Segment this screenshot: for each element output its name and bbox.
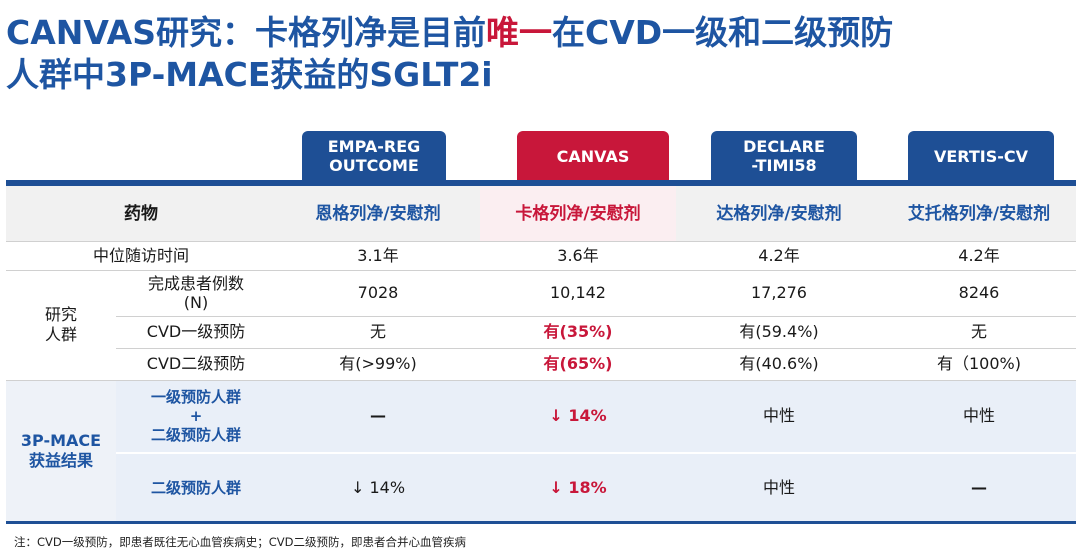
both-empa: — [370,406,386,425]
drug-empa: 恩格列净/安慰剂 [315,203,441,224]
group-label-mace: 3P-MACE 获益结果 [20,430,102,470]
followup-vertis: 4.2年 [958,245,1000,265]
secondary-empa: 有(>99%) [339,354,417,373]
group-label-population: 研究 人群 [44,305,77,344]
row-label-secondary: CVD二级预防 [146,354,246,373]
secondary-vertis: 有（100%) [937,354,1021,373]
trial-tab-empa-reg: EMPA-REG OUTCOME [302,131,446,181]
followup-empa: 3.1年 [357,245,399,265]
secondary-only-canvas: ↓ 18% [549,477,607,497]
n-declare: 17,276 [751,283,807,302]
title-line-2: 人群中3P-MACE获益的SGLT2i [6,55,493,94]
primary-vertis: 无 [970,322,987,341]
secondary-only-empa: ↓ 14% [350,477,406,497]
row-label-primary: CVD一级预防 [146,322,246,341]
secondary-only-vertis: — [971,477,987,497]
secondary-only-declare: 中性 [762,477,795,497]
footer-rule [6,521,1076,524]
secondary-canvas: 有(65%) [543,354,613,373]
both-canvas: ↓ 14% [549,406,607,425]
drug-canvas: 卡格列净/安慰剂 [515,203,641,224]
row-label-both: 一级预防人群 + 二级预防人群 [150,387,241,444]
row-label-n: 完成患者例数 (N) [147,274,244,312]
both-declare: 中性 [762,406,795,425]
title-highlight: 唯一 [485,13,552,52]
drug-vertis: 艾托格列净/安慰剂 [907,203,1051,224]
footnote: 注：CVD一级预防，即患者既往无心血管疾病史；CVD二级预防，即患者合并心血管疾… [14,535,466,549]
title-line-1: CANVAS研究：卡格列净是目前唯一在CVD一级和二级预防 [6,13,894,52]
n-vertis: 8246 [958,283,1000,302]
row-label-followup: 中位随访时间 [92,245,189,265]
n-empa: 7028 [357,283,399,302]
trial-tab-vertis: VERTIS-CV [908,131,1054,181]
trial-tab-canvas: CANVAS [517,131,669,181]
followup-declare: 4.2年 [758,245,800,265]
secondary-declare: 有(40.6%) [739,354,819,373]
primary-declare: 有(59.4%) [739,322,819,341]
trial-tab-declare: DECLARE -TIMI58 [711,131,857,181]
primary-empa: 无 [369,322,386,341]
drug-declare: 达格列净/安慰剂 [716,203,842,224]
header-rule [6,180,1076,186]
row-label-secondary-only: 二级预防人群 [150,478,241,497]
followup-canvas: 3.6年 [557,245,599,265]
primary-canvas: 有(35%) [543,322,613,341]
n-canvas: 10,142 [550,283,606,302]
slide-title: CANVAS研究：卡格列净是目前唯一在CVD一级和二级预防 人群中3P-MACE… [6,12,893,96]
row-label-drug: 药物 [124,203,158,224]
both-vertis: 中性 [962,406,995,425]
